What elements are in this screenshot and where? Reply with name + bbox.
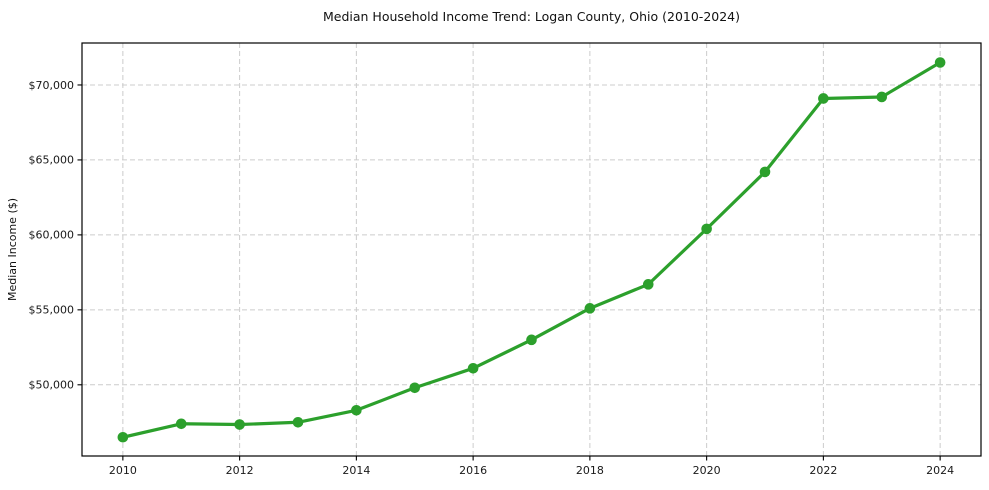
x-tick-label: 2022 [809, 464, 837, 477]
data-point-2020 [701, 223, 712, 235]
x-tick-label: 2012 [226, 464, 254, 477]
y-tick-label: $50,000 [29, 379, 75, 392]
y-tick-label: $65,000 [29, 154, 75, 167]
data-point-2022 [818, 93, 829, 104]
y-axis-label: Median Income ($) [6, 198, 19, 301]
y-tick-label: $70,000 [29, 79, 75, 92]
data-point-2012 [234, 419, 245, 430]
x-tick-label: 2020 [693, 464, 721, 477]
y-tick-label: $55,000 [29, 304, 75, 317]
data-point-2024 [934, 57, 946, 68]
plot-area: 2010 2012 2014 2016 2018 2020 2022 2024 $50,000 $… [29, 42, 982, 477]
data-point-2015 [409, 382, 421, 394]
data-point-2021 [759, 166, 771, 178]
data-point-2010 [117, 431, 129, 443]
data-point-2016 [467, 363, 479, 374]
data-point-2023 [876, 91, 888, 103]
data-point-2017 [526, 334, 537, 346]
data-point-2019 [642, 279, 654, 290]
data-point-2011 [175, 418, 187, 430]
x-tick-label: 2014 [342, 464, 370, 477]
data-point-2018 [584, 303, 596, 314]
chart-title: Median Household Income Trend: Logan Cou… [323, 9, 740, 24]
x-tick-label: 2018 [576, 464, 604, 477]
x-tick-label: 2010 [109, 464, 137, 477]
data-point-2013 [292, 416, 304, 428]
y-tick-label: $60,000 [29, 229, 75, 242]
data-point-2014 [351, 404, 362, 416]
x-tick-label: 2024 [926, 464, 954, 477]
plot-border [81, 42, 982, 457]
x-tick-label: 2016 [459, 464, 487, 477]
income-trend-line [121, 60, 942, 439]
